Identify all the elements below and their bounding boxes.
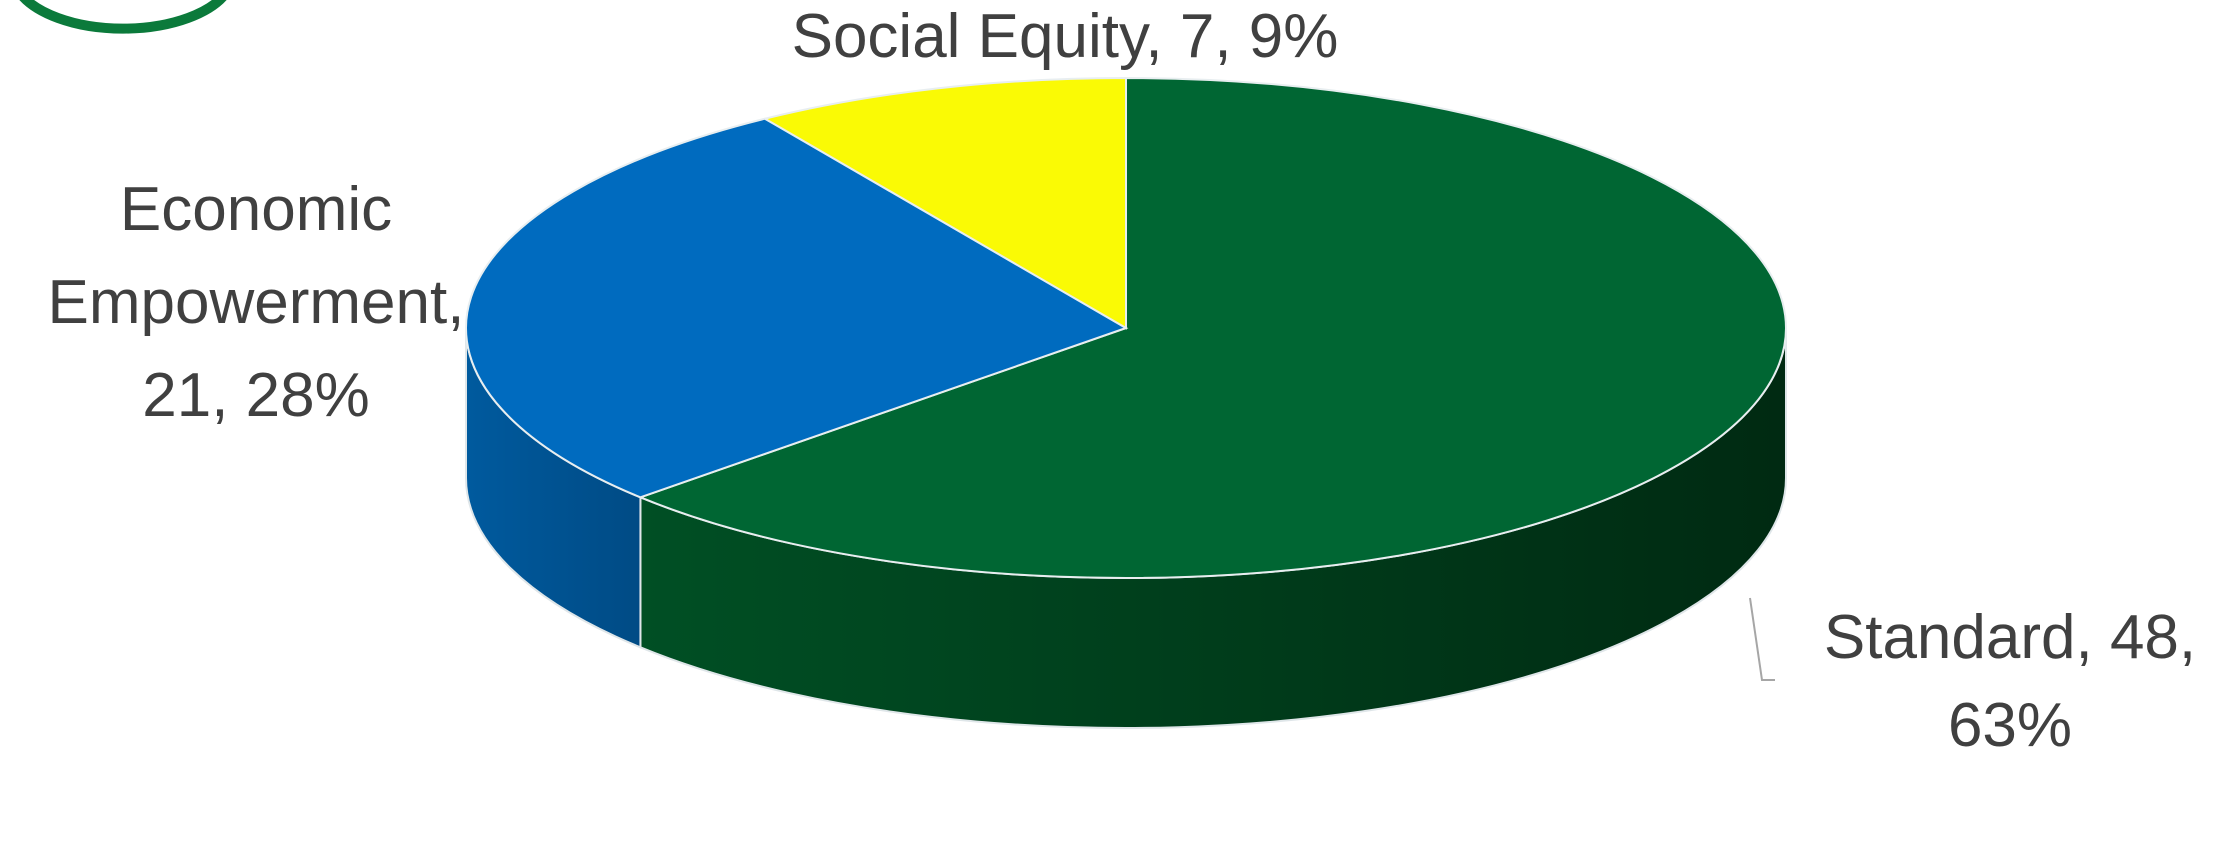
pie-slice-standard [637,76,1787,579]
data-label-line: Social Equity, 7, 9% [792,2,1339,71]
data-label-line: 63% [1948,691,2072,760]
data-labels: Standard, 48, 63% Economic Empowerment, 21, … [48,2,2197,760]
leader-lines [1749,597,1775,681]
leader-line-standard [1749,597,1775,681]
data-label-standard: Standard, 48, 63% [1824,603,2196,760]
logo-ring [19,0,227,34]
data-label-social-equity: Social Equity, 7, 9% [792,2,1339,71]
data-label-line: Standard, 48, [1824,603,2196,672]
data-label-line: Empowerment, [48,268,465,337]
data-label-line: 21, 28% [142,361,370,430]
pie-slice-economic-empowerment [465,117,1129,499]
data-label-line: Economic [120,175,392,244]
pie-slices [465,76,1787,579]
data-label-economic-empowerment: Economic Empowerment, 21, 28% [48,175,465,430]
pie-slice-social-equity [762,76,1127,330]
